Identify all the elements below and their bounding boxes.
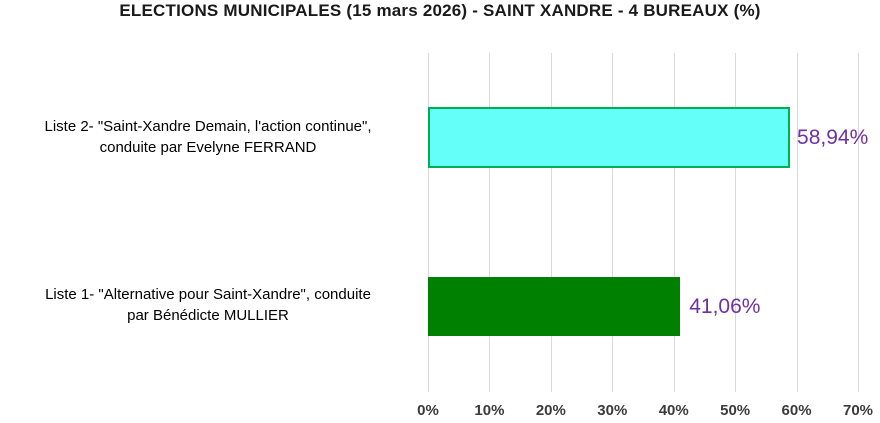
gridline-20 [550, 53, 552, 392]
category-label-liste-2: Liste 2- "Saint-Xandre Demain, l'action … [0, 116, 416, 158]
bar-liste-1: 41,06% [428, 277, 760, 336]
x-axis-tick-40: 40% [658, 402, 689, 419]
bar-liste-2: 58,94% [428, 107, 868, 168]
x-axis-tick-70: 70% [842, 402, 874, 419]
gridline-40 [673, 53, 675, 392]
category-label-line: Liste 2- "Saint-Xandre Demain, l'action … [44, 118, 372, 135]
x-axis-tick-30: 30% [597, 402, 628, 419]
gridline-30 [612, 53, 614, 392]
x-axis-tick-0: 0% [417, 402, 439, 419]
x-axis-tick-20: 20% [535, 402, 566, 419]
gridline-0 [428, 53, 429, 392]
category-label-line: par Bénédicte MULLIER [127, 307, 289, 324]
x-axis-tick-50: 50% [720, 402, 751, 419]
chart-title: ELECTIONS MUNICIPALES (15 mars 2026) - S… [119, 1, 761, 20]
plot-area: 58,94% 41,06% 0% 10% 20% 30% 40% 50% 60%… [417, 53, 873, 419]
gridline-50 [735, 53, 737, 392]
gridline-60 [796, 53, 798, 392]
gridline-70 [858, 53, 859, 392]
gridline-10 [489, 53, 491, 392]
value-label-liste-1: 41,06% [689, 294, 761, 318]
category-label-line: Liste 1- "Alternative pour Saint-Xandre"… [45, 286, 371, 303]
x-axis-tick-60: 60% [781, 402, 812, 419]
x-axis-tick-10: 10% [474, 402, 505, 419]
category-label-line: conduite par Evelyne FERRAND [99, 139, 317, 156]
value-label-liste-2: 58,94% [797, 125, 869, 149]
category-label-liste-1: Liste 1- "Alternative pour Saint-Xandre"… [0, 284, 416, 326]
